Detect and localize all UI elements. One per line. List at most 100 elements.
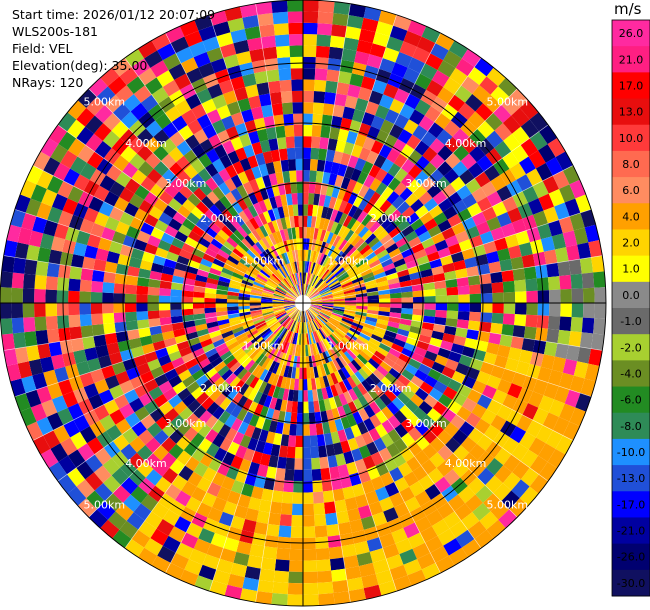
range-gate <box>260 557 277 571</box>
range-gate <box>184 358 198 370</box>
range-gate <box>573 227 589 245</box>
range-gate <box>425 535 444 553</box>
range-gate <box>224 6 243 22</box>
range-gate <box>525 278 538 292</box>
range-gate <box>573 361 589 379</box>
range-gate <box>212 158 226 173</box>
range-gate <box>511 144 529 163</box>
range-gate <box>248 179 260 193</box>
range-gate <box>261 267 272 277</box>
range-gate <box>353 283 366 290</box>
range-gate <box>246 329 259 339</box>
range-gate <box>279 315 289 324</box>
range-gate <box>414 450 430 466</box>
range-gate <box>445 278 458 288</box>
range-gate <box>486 216 502 232</box>
range-gate <box>79 314 92 327</box>
range-gate <box>113 293 126 303</box>
range-gate <box>171 275 185 284</box>
range-gate <box>555 435 573 455</box>
range-gate <box>317 315 327 324</box>
range-gate <box>107 511 127 530</box>
range-gate <box>386 325 399 334</box>
range-gate <box>292 238 298 251</box>
range-gate <box>334 250 344 262</box>
range-gate <box>490 501 510 520</box>
range-gate <box>437 373 452 387</box>
range-gate <box>291 79 303 92</box>
range-gate <box>272 581 289 595</box>
range-gate <box>334 382 344 396</box>
range-gate <box>354 540 370 555</box>
range-gate <box>158 401 174 416</box>
range-gate <box>168 429 184 444</box>
range-gate <box>278 314 288 323</box>
range-gate <box>96 86 116 105</box>
range-gate <box>300 249 303 262</box>
range-gate <box>361 229 373 242</box>
range-gate <box>408 236 422 248</box>
range-gate <box>329 557 346 571</box>
range-gate <box>129 397 145 413</box>
range-gate <box>387 163 402 178</box>
range-gate <box>170 177 186 192</box>
range-gate <box>415 387 429 401</box>
range-gate <box>343 351 354 363</box>
range-gate <box>388 247 402 259</box>
range-gate <box>264 315 276 323</box>
range-gate <box>278 68 292 81</box>
range-gate <box>109 181 126 197</box>
range-gate <box>138 67 157 86</box>
range-gate <box>312 102 324 115</box>
range-gate <box>278 445 288 458</box>
range-gate <box>307 333 312 345</box>
range-gate <box>309 435 319 447</box>
range-gate <box>247 362 259 374</box>
range-gate <box>186 67 203 84</box>
range-gate <box>53 425 71 444</box>
range-gate <box>261 357 271 369</box>
range-gate <box>399 548 418 565</box>
range-gate <box>374 326 387 335</box>
range-gate <box>216 104 232 120</box>
range-gate <box>206 321 219 329</box>
range-gate <box>492 389 508 405</box>
range-gate <box>394 476 410 493</box>
range-gate <box>303 560 318 572</box>
range-gate <box>90 222 105 238</box>
range-gate <box>529 239 544 255</box>
range-gate <box>328 396 338 410</box>
range-gate <box>205 442 220 458</box>
range-gate <box>162 168 177 184</box>
range-gate <box>191 512 208 528</box>
range-gate <box>293 480 303 493</box>
range-gate <box>281 265 290 277</box>
range-gate <box>128 119 146 137</box>
range-gate <box>246 346 258 357</box>
range-gate <box>229 217 241 230</box>
range-gate <box>397 461 413 477</box>
range-gate <box>277 284 288 293</box>
range-gate <box>274 34 290 47</box>
range-gate <box>346 332 358 342</box>
range-gate <box>155 415 171 430</box>
range-gate <box>263 265 274 275</box>
range-gate <box>341 281 353 288</box>
range-gate <box>270 349 279 361</box>
range-gate <box>242 518 257 533</box>
range-gate <box>486 342 500 355</box>
range-gate <box>437 60 456 78</box>
range-gate <box>231 272 244 280</box>
range-gate <box>346 217 357 230</box>
range-gate <box>248 95 262 109</box>
range-gate <box>329 281 341 290</box>
range-gate <box>344 95 358 109</box>
range-gate <box>298 333 302 345</box>
range-gate <box>247 437 259 451</box>
range-gate <box>319 311 331 319</box>
range-gate <box>456 276 469 287</box>
range-gate <box>309 292 320 299</box>
range-gate <box>366 537 383 552</box>
range-gate <box>437 145 454 161</box>
range-gate <box>562 230 578 248</box>
